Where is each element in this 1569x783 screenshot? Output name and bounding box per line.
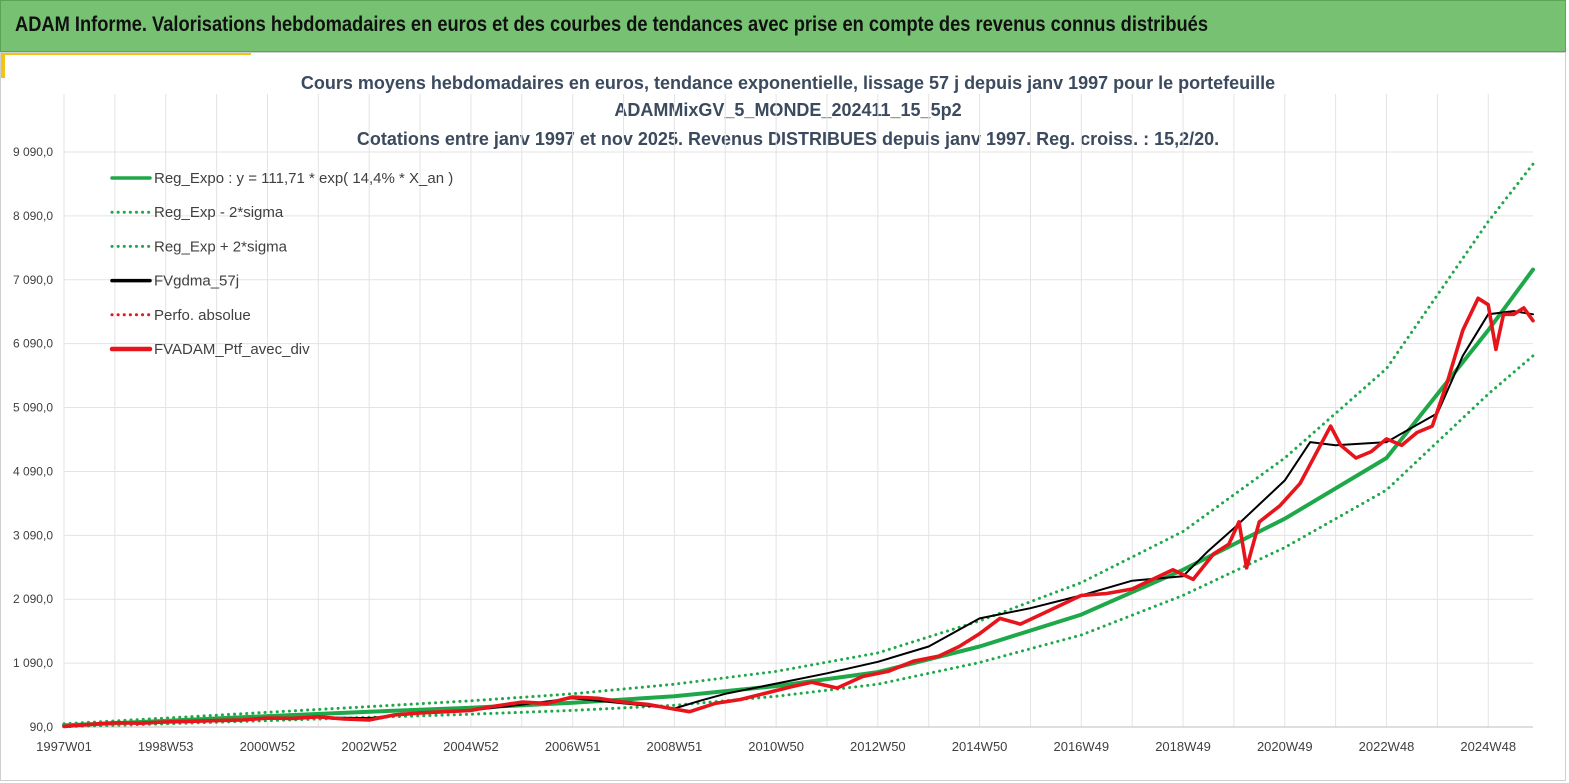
chart-title-line-3: Cotations entre janv 1997 et nov 2025. R… (357, 129, 1219, 149)
legend-label-reg-exp-minus: Reg_Exp - 2*sigma (154, 204, 284, 221)
y-tick-label: 9 090,0 (13, 145, 53, 159)
gridlines (63, 94, 1533, 728)
x-tick-label: 2018W49 (1155, 739, 1211, 754)
chart-title-line-2: ADAMMixGV_5_MONDE_202411_15_5p2 (614, 100, 961, 120)
y-tick-label: 3 090,0 (13, 528, 53, 542)
chart-title-line-1: Cours moyens hebdomadaires en euros, ten… (301, 73, 1275, 93)
series-line-fvgdma (63, 310, 1534, 728)
y-tick-label: 4 090,0 (13, 464, 53, 478)
x-tick-label: 2022W48 (1359, 739, 1415, 754)
x-tick-label: 2004W52 (443, 739, 499, 754)
chart-title: Cours moyens hebdomadaires en euros, ten… (301, 73, 1275, 149)
legend-label-perfo: Perfo. absolue (154, 307, 251, 324)
header-title: ADAM Informe. Valorisations hebdomadaire… (15, 13, 1209, 36)
y-tick-label: 90,0 (30, 720, 54, 734)
y-tick-label: 6 090,0 (13, 337, 53, 351)
y-tick-label: 7 090,0 (13, 273, 53, 287)
chart-frame (0, 52, 1566, 781)
legend-label-fvadam: FVADAM_Ptf_avec_div (154, 341, 310, 358)
legend-label-reg-expo: Reg_Expo : y = 111,71 * exp( 14,4% * X_a… (154, 170, 453, 187)
x-tick-label: 1997W01 (36, 739, 92, 754)
series-line-fvadam (62, 296, 1535, 729)
x-tick-label: 2016W49 (1053, 739, 1109, 754)
y-tick-label: 1 090,0 (13, 656, 53, 670)
x-tick-label: 1998W53 (138, 739, 194, 754)
x-tick-label: 2020W49 (1257, 739, 1313, 754)
y-tick-label: 2 090,0 (13, 592, 53, 606)
legend: Reg_Expo : y = 111,71 * exp( 14,4% * X_a… (109, 170, 453, 358)
header-bar: ADAM Informe. Valorisations hebdomadaire… (0, 0, 1566, 52)
legend-label-reg-exp-plus: Reg_Exp + 2*sigma (154, 238, 288, 255)
x-tick-label: 2000W52 (240, 739, 296, 754)
accent-left-bar (0, 52, 5, 78)
y-tick-label: 8 090,0 (13, 209, 53, 223)
x-tick-label: 2006W51 (545, 739, 601, 754)
y-tick-label: 5 090,0 (13, 401, 53, 415)
x-tick-label: 2008W51 (647, 739, 703, 754)
legend-label-fvgdma: FVgdma_57j (154, 273, 239, 290)
y-axis-ticks: 90,0 1 090,0 2 090,0 3 090,0 4 090,0 5 090,0 6… (13, 145, 53, 734)
x-tick-label: 2012W50 (850, 739, 906, 754)
series-lines (62, 162, 1535, 729)
x-tick-label: 2010W50 (748, 739, 804, 754)
accent-top-bar (5, 52, 251, 55)
x-tick-label: 2014W50 (952, 739, 1008, 754)
x-tick-label: 2002W52 (341, 739, 397, 754)
x-tick-label: 2024W48 (1460, 739, 1516, 754)
x-axis-ticks: 1997W01 1998W53 2000W52 2002W52 2004W52 2006W… (36, 739, 1516, 754)
series-line-reg-exp-plus (62, 162, 1535, 726)
series-line-reg-exp-minus (62, 354, 1535, 729)
series-line-reg-expo (62, 267, 1535, 728)
